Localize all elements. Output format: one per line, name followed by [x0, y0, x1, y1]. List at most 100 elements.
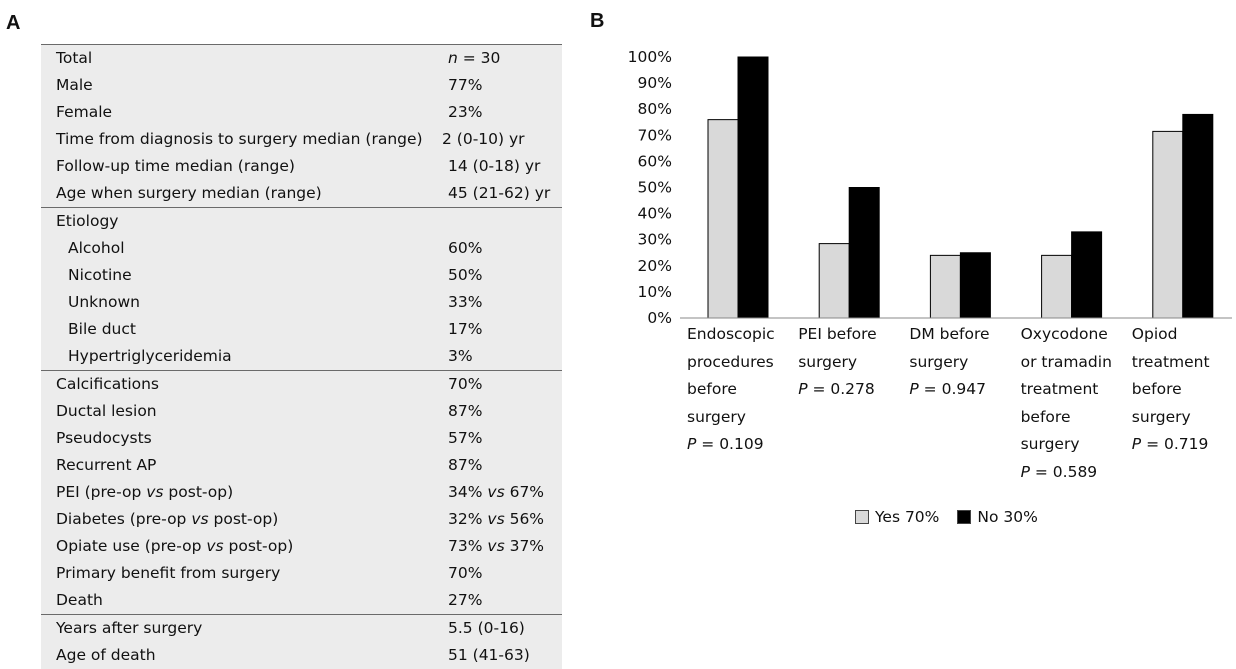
bar-no	[1071, 231, 1103, 319]
row-value: n = 30	[448, 49, 501, 67]
row-value: 34% vs 67%	[448, 483, 545, 501]
category-label: PEI before surgery P = 0.278	[798, 321, 877, 404]
bar-yes	[1152, 130, 1184, 319]
category-label: DM before surgery P = 0.947	[909, 321, 989, 404]
y-tick-label: 40%	[638, 205, 672, 223]
p-value-label: P = 0.589	[1020, 462, 1098, 481]
category-label: Oxycodone or tramadin treatment before s…	[1021, 321, 1112, 486]
y-tick-label: 10%	[638, 283, 672, 301]
row-label: Alcohol	[68, 239, 125, 257]
legend-label: No 30%	[977, 508, 1038, 526]
table-row: Death 27%	[41, 587, 562, 614]
table-row: Age when surgery median (range) 45 (21-62…	[41, 180, 562, 207]
row-label: Nicotine	[68, 266, 132, 284]
row-value: 73% vs 37%	[448, 537, 545, 555]
row-label: Male	[56, 76, 93, 94]
table-row: Time from diagnosis to surgery median (r…	[41, 126, 562, 153]
row-label: Etiology	[56, 212, 119, 230]
p-value-label: P = 0.278	[798, 380, 875, 398]
y-tick-label: 70%	[638, 126, 672, 144]
y-tick-label: 60%	[638, 152, 672, 170]
row-label: Diabetes (pre-op vs post-op)	[56, 510, 279, 528]
row-label: PEI (pre-op vs post-op)	[56, 483, 234, 501]
table-row: Primary benefit from surgery 70%	[41, 560, 562, 587]
category-name: PEI before surgery	[798, 325, 877, 371]
row-label: Time from diagnosis to surgery median (r…	[56, 130, 423, 148]
legend-swatch	[855, 510, 869, 524]
row-value: 57%	[448, 429, 483, 447]
row-label: Recurrent AP	[56, 456, 157, 474]
table-row: Follow-up time median (range) 14 (0-18) y…	[41, 153, 562, 180]
table-row: Pseudocysts 57%	[41, 425, 562, 452]
category-name: DM before surgery	[909, 325, 990, 371]
y-tick-label: 30%	[638, 231, 672, 249]
table-row: Calcifications 70%	[41, 371, 562, 398]
row-value: 70%	[448, 375, 483, 393]
legend-label: Yes 70%	[875, 508, 940, 526]
y-tick-label: 50%	[638, 179, 672, 197]
table-row: Unknown 33%	[41, 289, 562, 316]
legend-swatch	[957, 510, 972, 524]
table-row: Nicotine 50%	[41, 262, 562, 289]
bar-no	[959, 252, 991, 319]
row-value: 70%	[448, 564, 483, 582]
table-section: Etiology Alcohol 60% Nicotine 50% Unknown 33% B…	[41, 207, 562, 370]
row-label: Pseudocysts	[56, 429, 152, 447]
bar-yes	[1041, 254, 1073, 319]
bar-no	[848, 187, 880, 319]
row-value: 77%	[448, 76, 483, 94]
table-row: Bile duct 17%	[41, 316, 562, 343]
summary-table: Total n = 30 Male 77% Female 23% Time from dia…	[41, 44, 562, 669]
row-label: Years after surgery	[56, 619, 203, 637]
bar-no	[1182, 113, 1214, 319]
table-section: Years after surgery 5.5 (0-16) Age of deat…	[41, 614, 562, 669]
bar-no	[737, 56, 769, 319]
panel-label-a: A	[6, 12, 21, 34]
table-row: Hypertriglyceridemia 3%	[41, 343, 562, 370]
legend-item: Yes 70%	[855, 508, 939, 526]
table-row: Etiology	[41, 208, 562, 235]
table-row: PEI (pre-op vs post-op) 34% vs 67%	[41, 479, 562, 506]
category-name: Oxycodone or tramadin treatment before s…	[1020, 325, 1112, 453]
category-label: Endoscopic procedures before surgery P = …	[687, 321, 775, 459]
category-label: Opiod treatment before surgery P = 0.719	[1132, 321, 1210, 459]
row-value: 3%	[448, 347, 473, 365]
p-value-label: P = 0.719	[1131, 435, 1209, 453]
row-label: Death	[56, 591, 103, 609]
category-name: Opiod treatment before surgery	[1131, 325, 1210, 426]
table-row: Total n = 30	[41, 45, 562, 72]
bar-chart-svg: 0% 10% 20% 30% 40% 50% 60% 70% 80% 90% 100%	[628, 48, 1232, 327]
table-row: Male 77%	[41, 72, 562, 99]
legend-item: No 30%	[957, 508, 1038, 526]
row-label: Opiate use (pre-op vs post-op)	[56, 537, 294, 555]
row-value: 2 (0-10) yr	[442, 130, 525, 148]
table-row: Years after surgery 5.5 (0-16)	[41, 615, 562, 642]
y-tick-label: 0%	[647, 309, 672, 327]
row-label: Female	[56, 103, 113, 121]
row-value: 17%	[448, 320, 483, 338]
row-label: Unknown	[68, 293, 140, 311]
row-label: Ductal lesion	[56, 402, 157, 420]
row-value: 5.5 (0-16)	[448, 619, 525, 637]
row-value: 60%	[448, 239, 483, 257]
table-row: Opiate use (pre-op vs post-op) 73% vs 37%	[41, 533, 562, 560]
row-value: 87%	[448, 402, 483, 420]
table-row: Female 23%	[41, 99, 562, 126]
row-value: 87%	[448, 456, 483, 474]
y-tick-label: 100%	[628, 48, 672, 66]
row-value: 45 (21-62) yr	[448, 184, 551, 202]
row-value: 23%	[448, 103, 483, 121]
table-row: Recurrent AP 87%	[41, 452, 562, 479]
y-tick-label: 80%	[638, 100, 672, 118]
row-value: 27%	[448, 591, 483, 609]
row-value: 14 (0-18) yr	[448, 157, 541, 175]
bar-yes	[707, 119, 739, 319]
p-value-label: P = 0.109	[687, 435, 764, 453]
row-label: Bile duct	[68, 320, 136, 338]
row-label: Age of death	[56, 646, 156, 664]
table-section: Total n = 30 Male 77% Female 23% Time from dia…	[41, 44, 562, 207]
bar-yes	[818, 243, 850, 319]
panel-label-b: B	[590, 10, 605, 32]
table-row: Alcohol 60%	[41, 235, 562, 262]
bar-yes	[929, 254, 961, 319]
